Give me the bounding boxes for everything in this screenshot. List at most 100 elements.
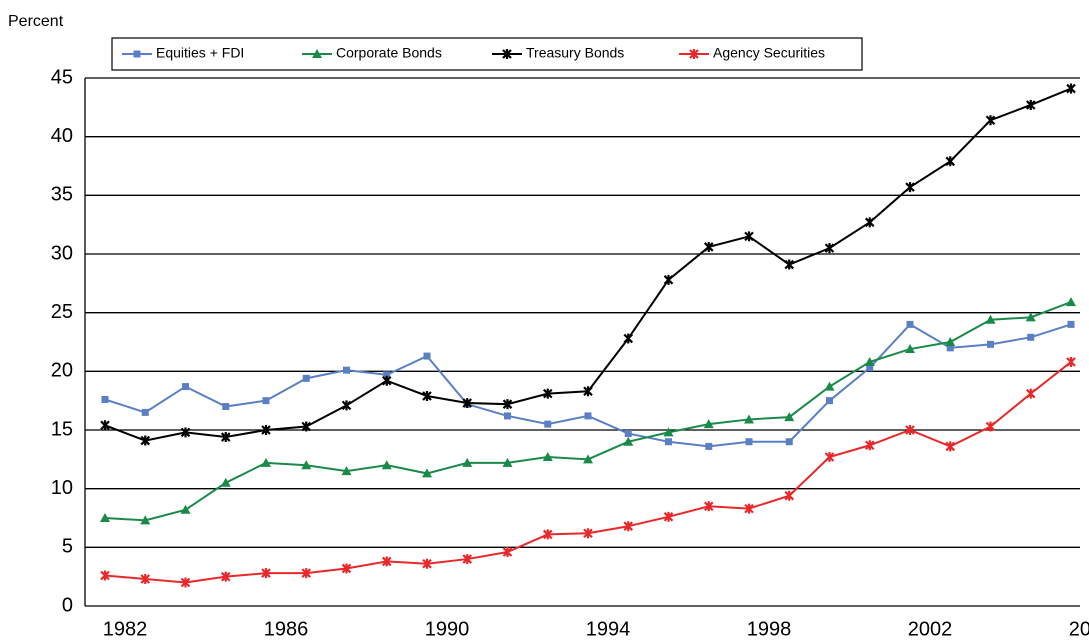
marker <box>744 231 754 242</box>
marker <box>381 556 392 567</box>
marker <box>703 501 714 512</box>
marker <box>689 49 699 59</box>
marker <box>302 374 310 382</box>
marker <box>905 425 915 435</box>
marker <box>261 425 271 435</box>
marker <box>624 430 632 438</box>
x-tick-label: 1994 <box>586 618 631 640</box>
marker <box>987 340 994 348</box>
marker <box>100 570 110 581</box>
marker <box>985 115 996 126</box>
y-tick-label: 5 <box>62 536 73 558</box>
marker <box>784 412 795 422</box>
marker <box>341 400 352 411</box>
marker <box>745 438 753 446</box>
marker <box>703 241 714 252</box>
marker <box>623 436 634 446</box>
marker <box>623 521 634 532</box>
marker <box>826 397 833 405</box>
marker <box>180 504 191 514</box>
marker <box>1066 356 1076 367</box>
marker <box>422 558 432 569</box>
marker <box>422 390 432 401</box>
marker <box>100 513 110 522</box>
marker <box>222 403 230 411</box>
marker <box>1025 388 1036 399</box>
marker <box>502 457 513 467</box>
y-tick-label: 10 <box>51 477 73 499</box>
marker <box>462 457 473 467</box>
marker <box>945 441 956 452</box>
marker <box>583 528 593 539</box>
marker <box>864 217 875 228</box>
marker <box>1027 333 1035 341</box>
marker <box>140 515 151 525</box>
marker <box>663 511 674 522</box>
marker <box>220 477 231 487</box>
marker <box>866 364 874 372</box>
marker <box>101 395 109 403</box>
marker <box>341 563 352 574</box>
y-tick-label: 45 <box>51 66 73 88</box>
marker <box>785 438 793 446</box>
marker <box>502 547 513 558</box>
series-line <box>104 323 1072 448</box>
y-tick-label: 15 <box>51 418 73 440</box>
marker <box>462 554 473 565</box>
x-tick-label: 2006 <box>1069 618 1089 640</box>
marker <box>544 420 552 428</box>
legend-label: Treasury Bonds <box>526 45 624 61</box>
y-tick-label: 40 <box>51 125 73 147</box>
marker <box>744 414 754 424</box>
marker <box>583 454 593 464</box>
x-tick-label: 1998 <box>747 618 792 640</box>
marker <box>583 386 593 397</box>
marker <box>141 408 149 416</box>
marker <box>1066 83 1076 94</box>
marker <box>502 49 512 59</box>
marker <box>864 356 875 366</box>
marker <box>1025 312 1036 322</box>
marker <box>341 466 352 476</box>
marker <box>905 182 915 193</box>
marker <box>301 421 312 432</box>
marker <box>182 383 189 391</box>
y-tick-label: 0 <box>62 594 73 616</box>
marker <box>784 259 795 270</box>
marker <box>1067 320 1075 328</box>
marker <box>663 427 674 437</box>
marker <box>663 274 674 285</box>
marker <box>140 435 151 446</box>
marker <box>905 344 915 354</box>
marker <box>220 571 231 582</box>
legend-label: Equities + FDI <box>156 45 244 61</box>
marker <box>301 460 312 470</box>
x-tick-label: 2002 <box>908 618 953 640</box>
marker <box>423 352 431 360</box>
marker <box>744 503 754 514</box>
marker <box>784 490 795 501</box>
marker <box>180 577 191 588</box>
marker <box>906 320 914 328</box>
marker <box>504 412 511 420</box>
marker <box>705 442 713 450</box>
y-axis-label: Percent <box>8 13 64 30</box>
marker <box>343 366 350 374</box>
y-tick-label: 35 <box>51 184 73 206</box>
marker <box>945 156 956 167</box>
marker <box>100 420 110 431</box>
marker <box>381 460 392 470</box>
marker <box>502 399 513 410</box>
marker <box>665 438 672 446</box>
marker <box>864 440 875 451</box>
marker <box>301 568 312 579</box>
marker <box>584 412 592 420</box>
marker <box>462 398 473 409</box>
marker <box>542 388 553 399</box>
x-tick-label: 1990 <box>425 618 470 640</box>
x-tick-label: 1986 <box>264 618 309 640</box>
marker <box>422 468 432 478</box>
marker <box>623 333 634 344</box>
marker <box>824 381 835 391</box>
